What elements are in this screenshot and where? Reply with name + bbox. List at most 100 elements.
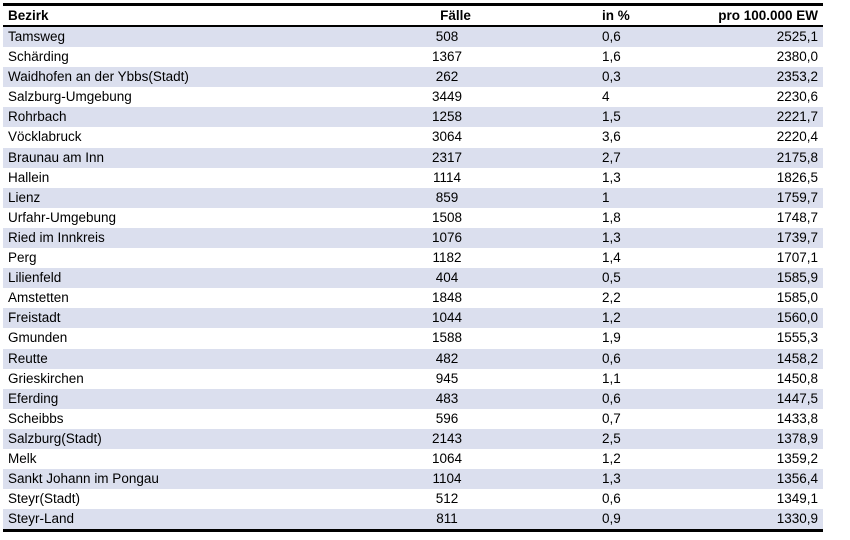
cell-percent: 1,9: [602, 330, 621, 346]
cell-per-100k: 1585,0: [776, 290, 818, 306]
cell-bezirk: Braunau am Inn: [8, 149, 105, 165]
table-row: Vöcklabruck 3064 3,6 2220,4: [3, 127, 823, 147]
cell-faelle: 404: [435, 270, 459, 286]
cell-percent: 4: [602, 89, 610, 105]
cell-faelle: 1848: [431, 290, 463, 306]
cell-faelle: 1104: [432, 471, 462, 487]
table-row: Salzburg-Umgebung 3449 4 2230,6: [3, 87, 823, 107]
table-row: Lienz 859 1 1759,7: [3, 187, 823, 208]
cell-bezirk: Steyr-Land: [8, 511, 75, 527]
cell-bezirk: Freistadt: [8, 310, 61, 326]
cell-per-100k: 1560,0: [776, 310, 818, 326]
cell-per-100k: 2380,0: [776, 49, 818, 65]
table-row: Steyr(Stadt) 512 0,6 1349,1: [3, 489, 823, 509]
cell-percent: 0,9: [602, 511, 621, 527]
cell-faelle: 1064: [431, 450, 463, 466]
table-row: Amstetten 1848 2,2 1585,0: [3, 288, 823, 308]
cell-bezirk: Salzburg(Stadt): [8, 430, 102, 446]
cell-percent: 1,4: [602, 250, 621, 266]
cell-per-100k: 1707,1: [776, 250, 818, 266]
table-row: Rohrbach 1258 1,5 2221,7: [3, 107, 823, 128]
cell-per-100k: 1356,4: [776, 471, 818, 487]
cell-bezirk: Rohrbach: [8, 109, 67, 125]
cell-bezirk: Vöcklabruck: [8, 129, 82, 145]
cell-faelle: 262: [435, 69, 459, 85]
cell-percent: 1,3: [602, 229, 621, 245]
cell-faelle: 2143: [431, 430, 463, 446]
cell-bezirk: Steyr(Stadt): [8, 491, 81, 507]
cell-faelle: 1076: [431, 229, 463, 245]
table-row: Steyr-Land 811 0,9 1330,9: [3, 509, 823, 530]
cell-faelle: 1508: [431, 209, 463, 225]
cell-bezirk: Grieskirchen: [8, 370, 84, 386]
column-header-per-100k: pro 100.000 EW: [718, 8, 818, 23]
cell-percent: 0,7: [602, 410, 621, 426]
cell-per-100k: 1739,7: [776, 229, 818, 245]
table-row: Urfahr-Umgebung 1508 1,8 1748,7: [3, 208, 823, 228]
cell-per-100k: 1349,1: [776, 491, 818, 507]
table-row: Scheibbs 596 0,7 1433,8: [3, 409, 823, 429]
cell-bezirk: Scheibbs: [8, 410, 64, 426]
cell-per-100k: 1447,5: [776, 390, 818, 406]
cell-bezirk: Melk: [8, 450, 37, 466]
cell-bezirk: Waidhofen an der Ybbs(Stadt): [8, 69, 189, 85]
table-row: Grieskirchen 945 1,1 1450,8: [3, 369, 823, 389]
cell-per-100k: 2175,8: [776, 149, 818, 165]
table-row: Waidhofen an der Ybbs(Stadt) 262 0,3 235…: [3, 67, 823, 88]
cell-bezirk: Lienz: [8, 189, 41, 205]
cell-per-100k: 1458,2: [776, 350, 818, 366]
cell-percent: 1,3: [602, 169, 621, 185]
table-body: Tamsweg 508 0,6 2525,1 Schärding 1367 1,…: [3, 27, 823, 533]
cell-faelle: 2317: [431, 149, 463, 165]
table-row: Hallein 1114 1,3 1826,5: [3, 168, 823, 188]
cell-percent: 2,2: [602, 290, 621, 306]
cell-faelle: 512: [435, 491, 459, 507]
table-row: Melk 1064 1,2 1359,2: [3, 449, 823, 469]
table-row: Lilienfeld 404 0,5 1585,9: [3, 268, 823, 289]
table-row: Gmunden 1588 1,9 1555,3: [3, 328, 823, 348]
cell-percent: 0,5: [602, 270, 621, 286]
table-row: Reutte 482 0,6 1458,2: [3, 348, 823, 369]
cell-per-100k: 2230,6: [776, 89, 818, 105]
cell-faelle: 1258: [431, 109, 463, 125]
cell-bezirk: Reutte: [8, 350, 48, 366]
cell-bezirk: Tamsweg: [8, 29, 66, 44]
cell-faelle: 1182: [432, 250, 462, 266]
cell-bezirk: Perg: [8, 250, 37, 266]
cell-per-100k: 1450,8: [776, 370, 818, 386]
cell-bezirk: Sankt Johann im Pongau: [8, 471, 159, 487]
table-row: Braunau am Inn 2317 2,7 2175,8: [3, 147, 823, 168]
cell-per-100k: 2525,1: [776, 29, 818, 44]
cell-percent: 0,6: [602, 350, 621, 366]
cell-per-100k: 2221,7: [776, 109, 818, 125]
cell-faelle: 1588: [431, 330, 463, 346]
cell-per-100k: 1378,9: [776, 430, 818, 446]
cell-percent: 1,2: [602, 450, 621, 466]
table-row: Salzburg(Stadt) 2143 2,5 1378,9: [3, 428, 823, 449]
statistics-table: Bezirk Fälle in % pro 100.000 EW Tamsweg…: [3, 3, 823, 533]
cell-per-100k: 1759,7: [776, 189, 818, 205]
table-row: Ried im Innkreis 1076 1,3 1739,7: [3, 227, 823, 249]
cell-percent: 1,2: [602, 310, 621, 326]
cell-faelle: 596: [435, 410, 459, 426]
table-row: Tamsweg 508 0,6 2525,1: [3, 27, 823, 48]
cell-per-100k: 1585,9: [776, 270, 818, 286]
cell-bezirk: Eferding: [8, 390, 59, 406]
cell-percent: 1,6: [602, 49, 621, 65]
cell-bezirk: Hallein: [8, 169, 50, 185]
cell-faelle: 1367: [431, 49, 463, 65]
cell-per-100k: 2220,4: [776, 129, 818, 145]
cell-percent: 3,6: [602, 129, 621, 145]
table-header-row: Bezirk Fälle in % pro 100.000 EW: [3, 3, 823, 27]
cell-faelle: 3449: [431, 89, 463, 105]
cell-percent: 0,6: [602, 29, 621, 44]
cell-faelle: 508: [435, 29, 459, 44]
cell-bezirk: Salzburg-Umgebung: [8, 89, 132, 105]
cell-percent: 1,8: [602, 209, 621, 225]
column-header-percent: in %: [602, 8, 630, 23]
cell-per-100k: 1433,8: [776, 410, 818, 426]
column-header-faelle: Fälle: [440, 8, 471, 23]
cell-bezirk: Gmunden: [8, 330, 68, 346]
cell-faelle: 1044: [431, 310, 463, 326]
table-row: Eferding 483 0,6 1447,5: [3, 388, 823, 409]
